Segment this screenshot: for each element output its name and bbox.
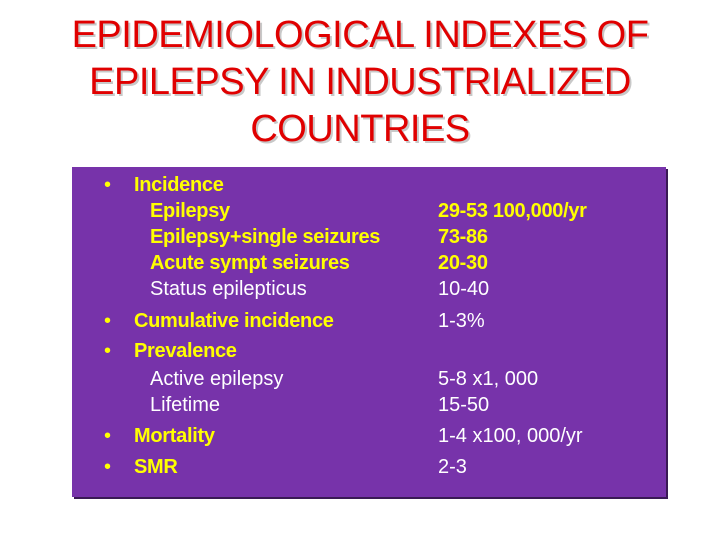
slide-title: EPIDEMIOLOGICAL INDEXES OF EPILEPSY IN I… xyxy=(0,12,720,153)
bullet-icon: • xyxy=(104,174,112,196)
epilepsy-single-seizures-value: 73-86 xyxy=(438,226,488,248)
cumulative-incidence-value: 1-3% xyxy=(438,310,485,332)
acute-sympt-seizures-label: Acute sympt seizures xyxy=(150,252,350,274)
content-panel: • Incidence Epilepsy 29-53 100,000/yr Ep… xyxy=(72,167,666,497)
row-mortality: • Mortality 1-4 x100, 000/yr xyxy=(72,423,666,449)
row-cumulative-incidence: • Cumulative incidence 1-3% xyxy=(72,308,666,334)
incidence-label: Incidence xyxy=(134,174,224,196)
acute-sympt-seizures-value: 20-30 xyxy=(438,252,488,274)
row-incidence: • Incidence xyxy=(72,172,666,198)
active-epilepsy-label: Active epilepsy xyxy=(150,368,284,390)
epilepsy-label: Epilepsy xyxy=(150,200,230,222)
cumulative-incidence-label: Cumulative incidence xyxy=(134,310,334,332)
row-acute-sympt-seizures: Acute sympt seizures 20-30 xyxy=(72,250,666,276)
row-smr: • SMR 2-3 xyxy=(72,454,666,480)
row-epilepsy-single-seizures: Epilepsy+single seizures 73-86 xyxy=(72,224,666,250)
row-epilepsy: Epilepsy 29-53 100,000/yr xyxy=(72,198,666,224)
mortality-value: 1-4 x100, 000/yr xyxy=(438,425,583,447)
title-line-1: EPIDEMIOLOGICAL INDEXES OF xyxy=(71,14,649,56)
epilepsy-value: 29-53 100,000/yr xyxy=(438,200,587,222)
prevalence-label: Prevalence xyxy=(134,340,237,362)
smr-value: 2-3 xyxy=(438,456,467,478)
lifetime-label: Lifetime xyxy=(150,394,221,416)
title-line-3: COUNTRIES xyxy=(250,108,470,150)
bullet-icon: • xyxy=(104,456,112,478)
lifetime-value: 15-50 xyxy=(438,394,490,416)
bullet-icon: • xyxy=(104,340,112,362)
title-line-2: EPILEPSY IN INDUSTRIALIZED xyxy=(89,61,631,103)
epilepsy-single-seizures-label: Epilepsy+single seizures xyxy=(150,226,381,248)
row-status-epilepticus: Status epilepticus 10-40 xyxy=(72,276,666,302)
status-epilepticus-value: 10-40 xyxy=(438,278,490,300)
status-epilepticus-label: Status epilepticus xyxy=(150,278,307,300)
bullet-icon: • xyxy=(104,425,112,447)
row-prevalence: • Prevalence xyxy=(72,338,666,364)
mortality-label: Mortality xyxy=(134,425,215,447)
bullet-icon: • xyxy=(104,310,112,332)
row-active-epilepsy: Active epilepsy 5-8 x1, 000 xyxy=(72,366,666,392)
row-lifetime: Lifetime 15-50 xyxy=(72,392,666,418)
smr-label: SMR xyxy=(134,456,178,478)
active-epilepsy-value: 5-8 x1, 000 xyxy=(438,368,539,390)
